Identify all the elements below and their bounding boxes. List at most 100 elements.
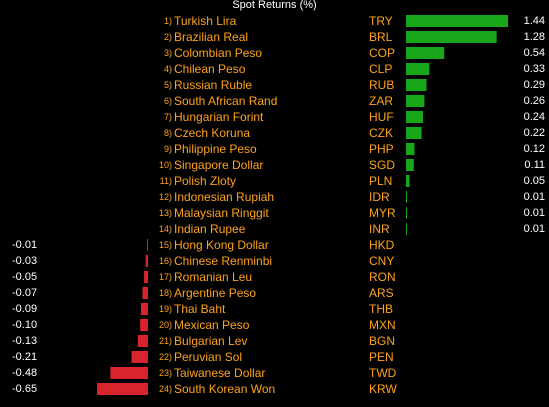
category-label: Turkish Lira [174, 14, 237, 28]
rank-label: 10) [158, 160, 172, 170]
rank-label: 20) [158, 320, 172, 330]
currency-code: KRW [369, 382, 397, 396]
rank-label: 15) [158, 240, 172, 250]
category-label: Russian Ruble [174, 78, 253, 92]
chart-row: -0.13 21) Bulgarian Lev BGN [0, 333, 549, 349]
category-label: Taiwanese Dollar [174, 366, 266, 380]
currency-code: SGD [369, 158, 396, 172]
category-label: Bulgarian Lev [174, 334, 248, 348]
chart-row: 10) Singapore Dollar SGD 0.11 [0, 157, 549, 173]
bar [406, 159, 414, 171]
data-label: -0.48 [12, 367, 38, 379]
chart-row: 9) Philippine Peso PHP 0.12 [0, 141, 549, 157]
category-label: Mexican Peso [174, 318, 250, 332]
currency-code: IDR [369, 190, 390, 204]
currency-code: INR [369, 222, 390, 236]
category-label: South Korean Won [174, 382, 276, 396]
category-label: Peruvian Sol [174, 350, 243, 364]
bar [406, 47, 445, 59]
data-label: -0.03 [12, 255, 38, 267]
chart-row: 2) Brazilian Real BRL 1.28 [0, 29, 549, 45]
currency-code: RON [369, 270, 396, 284]
rank-label: 21) [158, 336, 172, 346]
currency-code: MXN [369, 318, 396, 332]
bar [406, 127, 422, 139]
rank-label: 23) [158, 368, 172, 378]
category-label: South African Rand [174, 94, 278, 108]
currency-code: BGN [369, 334, 396, 348]
rank-label: 24) [158, 384, 172, 394]
data-label: -0.09 [12, 303, 38, 315]
chart-row: 5) Russian Ruble RUB 0.29 [0, 77, 549, 93]
bar [110, 367, 148, 379]
chart-row: -0.48 23) Taiwanese Dollar TWD [0, 365, 549, 381]
bar [406, 223, 407, 235]
chart-row: 1) Turkish Lira TRY 1.44 [0, 13, 549, 29]
currency-code: PLN [369, 174, 393, 188]
currency-code: TRY [369, 14, 393, 28]
currency-code: TWD [369, 366, 397, 380]
category-label: Argentine Peso [174, 286, 257, 300]
currency-code: ARS [369, 286, 394, 300]
data-label: 0.24 [523, 111, 545, 123]
category-label: Philippine Peso [174, 142, 257, 156]
currency-code: HUF [369, 110, 394, 124]
chart-row: 11) Polish Zloty PLN 0.05 [0, 173, 549, 189]
data-label: -0.05 [12, 271, 38, 283]
bar [406, 63, 430, 75]
category-label: Brazilian Real [174, 30, 249, 44]
rank-label: 1) [163, 16, 172, 26]
chart-row: 13) Malaysian Ringgit MYR 0.01 [0, 205, 549, 221]
bar [406, 79, 427, 91]
data-label: -0.13 [12, 335, 38, 347]
bar [140, 303, 148, 315]
bar [145, 255, 148, 267]
rank-label: 5) [163, 80, 172, 90]
data-label: 0.05 [523, 175, 545, 187]
data-label: -0.65 [12, 383, 38, 395]
chart-row: 6) South African Rand ZAR 0.26 [0, 93, 549, 109]
currency-code: PHP [369, 142, 394, 156]
data-label: 0.29 [523, 79, 545, 91]
bar [406, 175, 410, 187]
currency-code: BRL [369, 30, 393, 44]
data-label: 0.54 [523, 47, 545, 59]
rank-label: 6) [163, 96, 172, 106]
bar [406, 143, 415, 155]
category-label: Hong Kong Dollar [174, 238, 269, 252]
data-label: 1.44 [523, 15, 545, 27]
chart-row: 4) Chilean Peso CLP 0.33 [0, 61, 549, 77]
bar [97, 383, 148, 395]
chart-row: -0.09 19) Thai Baht THB [0, 301, 549, 317]
rank-label: 7) [163, 112, 172, 122]
chart-row: 8) Czech Koruna CZK 0.22 [0, 125, 549, 141]
data-label: 1.28 [523, 31, 545, 43]
chart-row: -0.65 24) South Korean Won KRW [0, 381, 549, 397]
data-label: 0.22 [523, 127, 545, 139]
rank-label: 2) [163, 32, 172, 42]
currency-code: ZAR [369, 94, 393, 108]
rank-label: 16) [158, 256, 172, 266]
rank-label: 14) [158, 224, 172, 234]
bar [137, 335, 148, 347]
category-label: Polish Zloty [174, 174, 237, 188]
category-label: Chinese Renminbi [174, 254, 273, 268]
category-label: Thai Baht [174, 302, 226, 316]
rank-label: 18) [158, 288, 172, 298]
rank-label: 11) [159, 176, 172, 186]
category-label: Singapore Dollar [174, 158, 264, 172]
bar [406, 207, 407, 219]
currency-code: CZK [369, 126, 393, 140]
data-label: -0.21 [12, 351, 38, 363]
currency-code: PEN [369, 350, 394, 364]
bar [406, 31, 497, 43]
chart-row: -0.21 22) Peruvian Sol PEN [0, 349, 549, 365]
currency-code: THB [369, 302, 393, 316]
data-label: 0.01 [523, 223, 545, 235]
data-label: -0.07 [12, 287, 38, 299]
currency-code: CLP [369, 62, 393, 76]
bar [406, 15, 508, 27]
chart-row: -0.05 17) Romanian Leu RON [0, 269, 549, 285]
currency-code: CNY [369, 254, 395, 268]
